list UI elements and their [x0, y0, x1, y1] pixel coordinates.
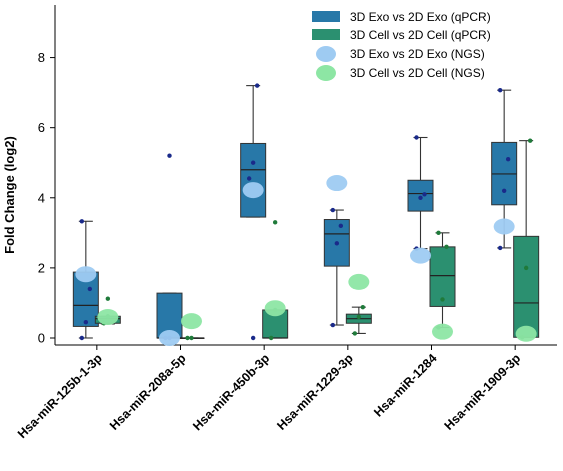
ngs-point-exo [242, 182, 264, 199]
y-tick-label: 4 [38, 190, 45, 205]
outlier-point [167, 153, 172, 158]
x-tick-label: Hsa-miR-1909-3p [442, 351, 524, 433]
box-exo-qpcr [407, 135, 434, 251]
legend-label-exo-ngs: 3D Exo vs 2D Exo (NGS) [350, 47, 485, 61]
box-cell-qpcr [178, 335, 205, 341]
box-exo-qpcr [491, 87, 518, 251]
legend-label-cell-qpcr: 3D Cell vs 2D Cell (qPCR) [350, 28, 491, 42]
outlier-point [105, 296, 111, 301]
legend: 3D Exo vs 2D Exo (qPCR) 3D Cell vs 2D Ce… [312, 10, 491, 81]
outlier-point [272, 220, 278, 225]
legend-swatch-cell-qpcr [312, 29, 340, 40]
ngs-point-exo [326, 175, 348, 192]
box-cell-qpcr [513, 138, 540, 340]
data-point [330, 207, 336, 213]
ngs-point-cell [515, 325, 537, 342]
data-point [497, 87, 503, 93]
ngs-point-cell [181, 313, 202, 330]
outlier-point [250, 335, 256, 341]
data-point [189, 335, 194, 341]
ngs-point-exo [493, 218, 515, 235]
data-point [360, 304, 366, 310]
box-exo-qpcr [240, 83, 267, 341]
ngs-point-cell [348, 273, 370, 290]
y-tick-label: 2 [38, 260, 45, 275]
y-tick-label: 0 [38, 330, 45, 345]
data-point [83, 320, 89, 325]
data-point [338, 223, 344, 229]
data-point [422, 192, 427, 197]
data-point [505, 157, 511, 162]
y-axis-label: Fold Change (log2) [2, 136, 17, 254]
data-point [268, 335, 274, 341]
data-point [444, 244, 449, 250]
data-point [414, 135, 419, 140]
box-exo-qpcr [323, 207, 350, 328]
legend-label-cell-ngs: 3D Cell vs 2D Cell (NGS) [350, 66, 485, 80]
legend-marker-exo-ngs [316, 46, 336, 62]
box-cell-qpcr [429, 230, 456, 330]
ngs-point-exo [159, 329, 180, 346]
data-point [330, 322, 336, 328]
box-iqr [513, 235, 540, 338]
box-exo-qpcr [156, 153, 183, 341]
data-point [334, 241, 340, 246]
data-point [352, 331, 358, 336]
data-point [185, 335, 190, 341]
ngs-point-exo [410, 247, 431, 264]
data-point [356, 314, 362, 320]
ngs-point-cell [432, 323, 453, 340]
legend-label-exo-qpcr: 3D Exo vs 2D Exo (qPCR) [350, 10, 491, 24]
legend-swatch-exo-qpcr [312, 11, 340, 22]
box-cell-qpcr [262, 220, 289, 341]
data-point [501, 188, 507, 193]
ngs-point-cell [97, 308, 119, 325]
x-tick-label: Hsa-miR-208a-5p [107, 351, 189, 433]
data-point [418, 195, 423, 200]
data-point [440, 297, 445, 302]
ngs-point-exo [75, 266, 97, 283]
data-point [246, 176, 252, 181]
data-point [436, 230, 441, 236]
box-iqr [429, 246, 456, 307]
data-point [87, 286, 93, 292]
x-tick-label: Hsa-miR-1229-3p [274, 351, 356, 433]
box-cell-qpcr [345, 304, 372, 336]
y-tick-label: 6 [38, 120, 45, 135]
x-tick-label: Hsa-miR-450b-3p [190, 351, 272, 433]
data-point [497, 245, 503, 251]
data-point [527, 138, 533, 143]
legend-marker-cell-ngs [316, 65, 336, 81]
x-tick-label: Hsa-miR-125b-1-3p [15, 351, 105, 441]
data-point [79, 335, 85, 341]
box-iqr [240, 142, 267, 218]
data-point [254, 83, 260, 88]
data-point [79, 219, 85, 224]
y-tick-label: 8 [38, 50, 45, 65]
data-point [250, 160, 256, 165]
ngs-point-cell [264, 300, 286, 317]
data-point [523, 265, 529, 271]
x-tick-label: Hsa-miR-1284 [371, 351, 439, 419]
